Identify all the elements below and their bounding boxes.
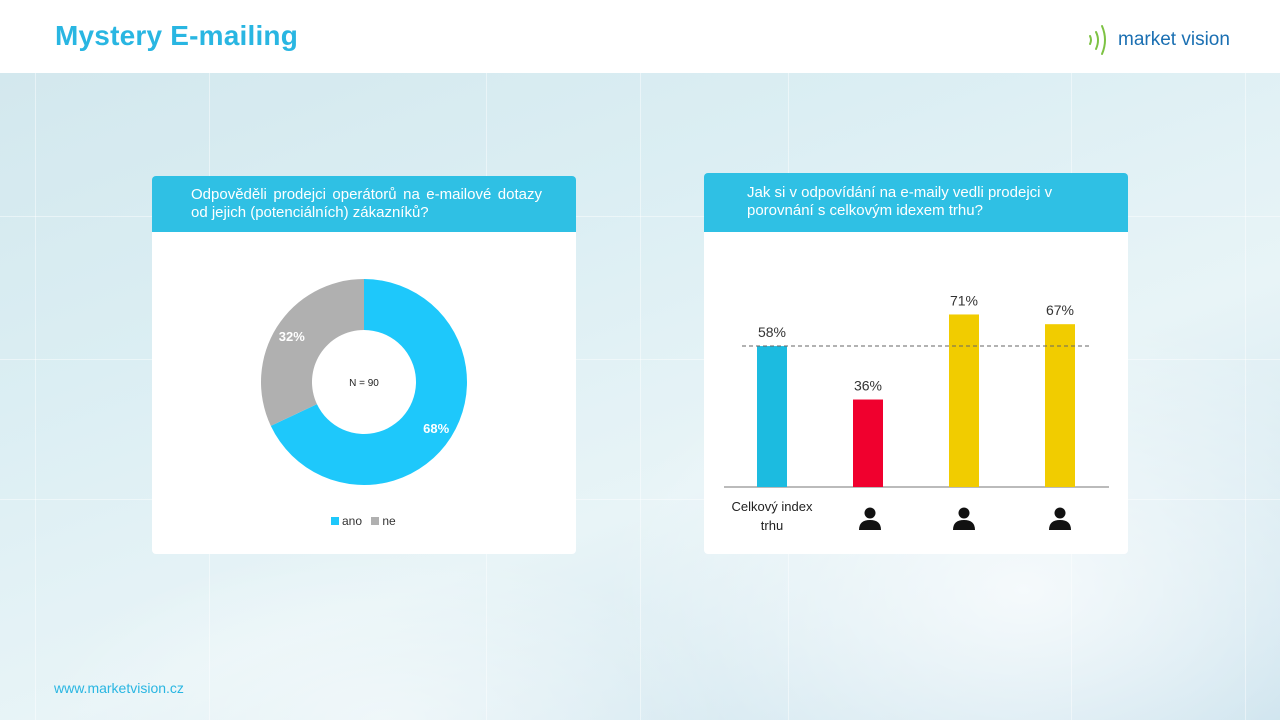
left-card-question: Odpověděli prodejci operátorů na e-mailo… bbox=[191, 186, 542, 221]
bar-3 bbox=[1045, 324, 1075, 487]
bar-1 bbox=[853, 399, 883, 487]
bar-value-label: 36% bbox=[854, 378, 882, 394]
left-card-header: Odpověděli prodejci operátorů na e-mailo… bbox=[152, 176, 576, 232]
legend-swatch-ano bbox=[331, 517, 339, 525]
left-card-body: 68% 32% N = 90 ano ne bbox=[152, 232, 576, 554]
legend-label-ano: ano bbox=[342, 514, 363, 528]
donut-value-label: 32% bbox=[279, 329, 305, 344]
bar-value-label: 58% bbox=[758, 324, 786, 340]
bar-value-label: 71% bbox=[950, 292, 978, 308]
donut-slice-ano bbox=[270, 279, 467, 485]
legend-swatch-ne bbox=[371, 517, 380, 525]
donut-value-label: 68% bbox=[423, 421, 449, 436]
bar-chart: 58% 36% 71% 67% bbox=[724, 292, 1109, 488]
donut-center-label: N = 90 bbox=[349, 378, 379, 389]
person-icon bbox=[859, 507, 881, 530]
right-card-body: 58% 36% 71% 67% Celkový index trhu bbox=[704, 232, 1128, 554]
logo-text: market vision bbox=[1118, 29, 1230, 50]
logo-waves-icon bbox=[1089, 25, 1106, 55]
bar-2 bbox=[949, 314, 979, 487]
person-icon bbox=[953, 507, 975, 530]
donut-legend: ano ne bbox=[331, 514, 396, 528]
right-card-question: Jak si v odpovídání na e-maily vedli pro… bbox=[747, 184, 1053, 219]
page-title: Mystery E-mailing bbox=[55, 20, 299, 51]
legend-label-ne: ne bbox=[382, 514, 396, 528]
bar-0 bbox=[757, 346, 787, 487]
footer-url[interactable]: www.marketvision.cz bbox=[54, 680, 184, 696]
header: Mystery E-mailing market vision bbox=[0, 0, 1280, 73]
right-card-header: Jak si v odpovídání na e-maily vedli pro… bbox=[704, 173, 1128, 232]
x-label-market-index: Celkový index trhu bbox=[731, 499, 813, 533]
donut-chart: 68% 32% N = 90 bbox=[260, 279, 467, 485]
bar-value-label: 67% bbox=[1046, 302, 1074, 318]
donut-slice-ne bbox=[260, 279, 364, 426]
person-icon bbox=[1049, 507, 1071, 530]
